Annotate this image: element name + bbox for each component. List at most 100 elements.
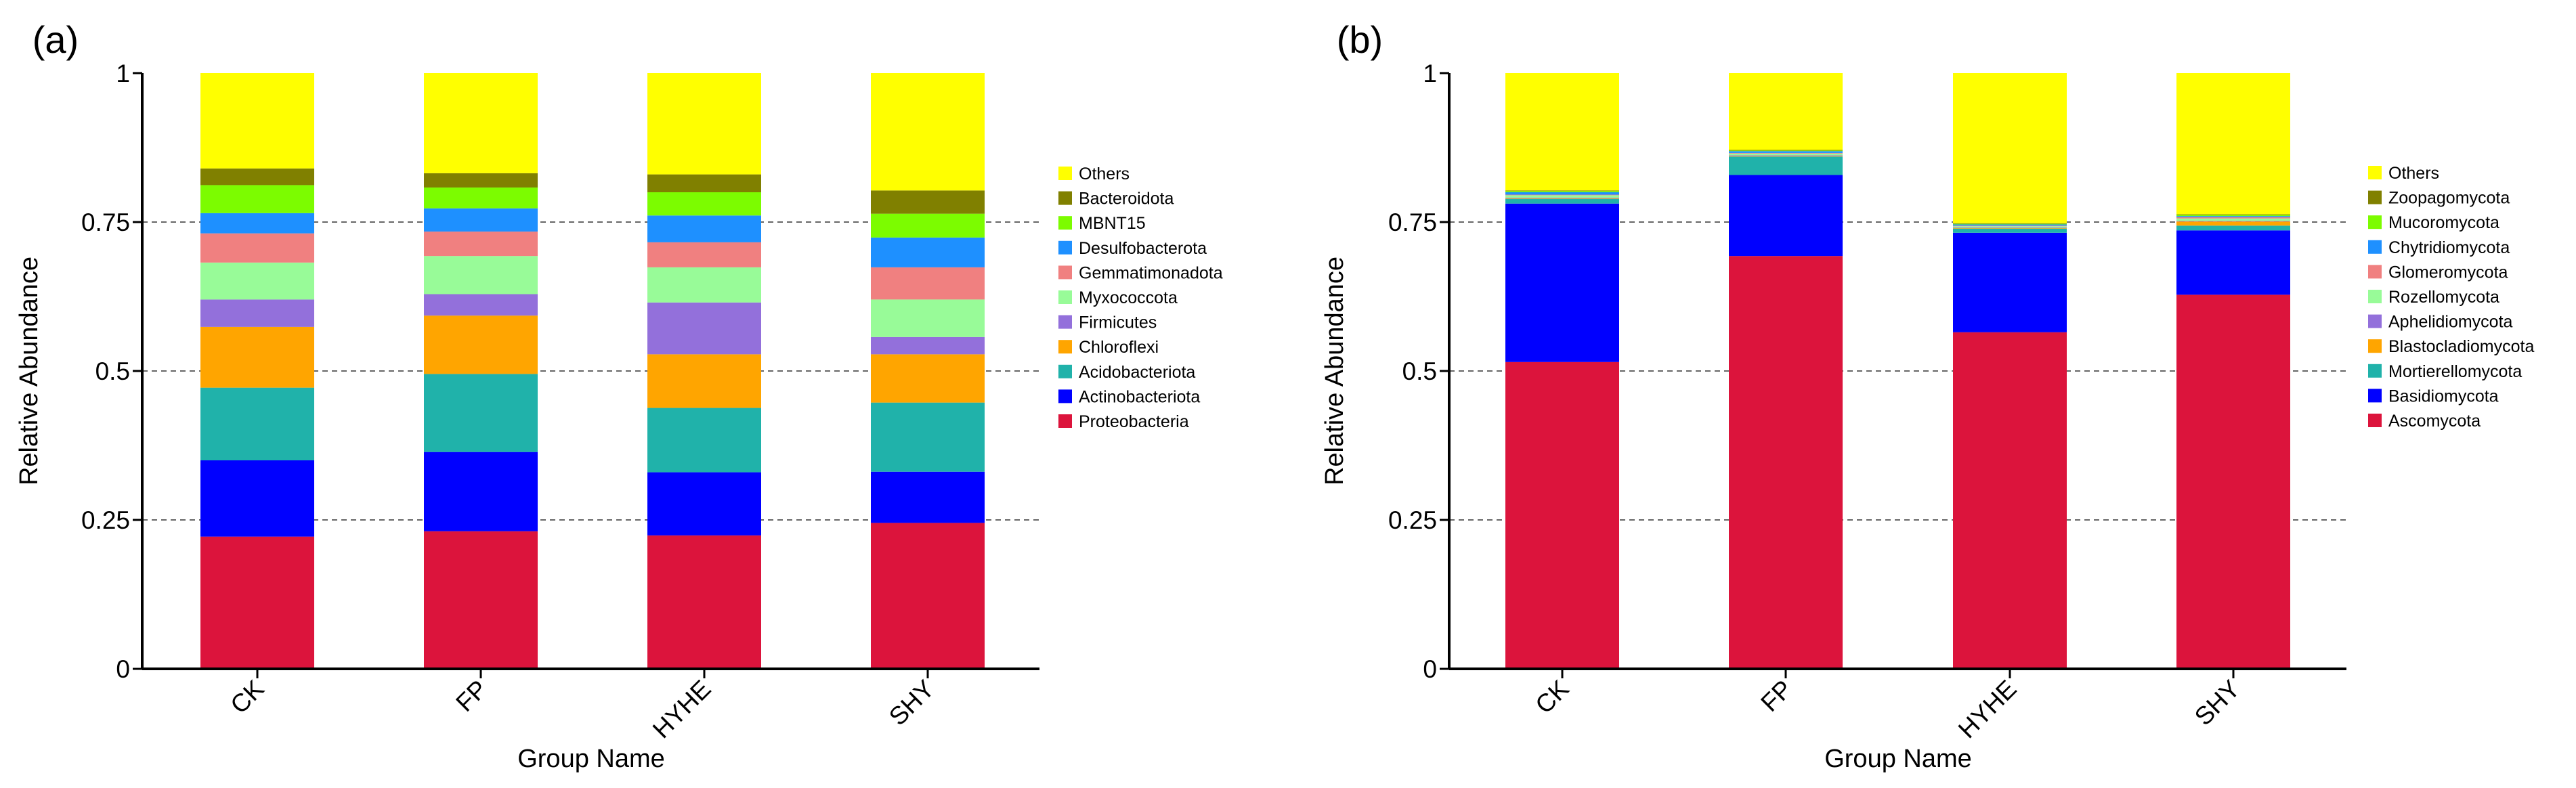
bar-shy-ascomycota [2176, 294, 2290, 669]
legend-swatch-mbnt15 [1058, 216, 1072, 230]
bar-shy-chloroflexi [871, 354, 985, 403]
legend-label-bacteroidota: Bacteroidota [1079, 190, 1174, 209]
legend-swatch-glomeromycota [2368, 265, 2382, 279]
bar-fp-others [1729, 73, 1843, 150]
y-tick-label: 0.25 [1388, 506, 1437, 534]
bar-hyhe-actinobacteriota [647, 472, 761, 535]
y-tick-label: 0.75 [1388, 209, 1437, 236]
legend-swatch-proteobacteria [1058, 414, 1072, 428]
bar-ck-proteobacteria [200, 536, 314, 669]
bar-ck-acidobacteriota [200, 387, 314, 460]
bar-fp-zoopagomycota [1729, 150, 1843, 151]
bar-shy-myxococcota [871, 299, 985, 337]
legend-swatch-mucoromycota [2368, 215, 2382, 229]
panel-label: (a) [33, 18, 79, 61]
bar-shy-rozellomycota [2176, 218, 2290, 221]
bar-shy-blastocladiomycota [2176, 221, 2290, 226]
x-tick-label-ck: CK [1530, 674, 1574, 719]
bar-ck-rozellomycota [1505, 195, 1619, 198]
bar-ck-actinobacteriota [200, 460, 314, 537]
y-tick-label: 0.75 [81, 209, 130, 236]
y-tick-label: 0 [116, 655, 130, 683]
legend-swatch-acidobacteriota [1058, 364, 1072, 378]
bar-ck-gemmatimonadota [200, 233, 314, 263]
bar-shy-gemmatimonadota [871, 267, 985, 300]
bar-fp-bacteroidota [424, 173, 538, 188]
legend-swatch-firmicutes [1058, 315, 1072, 329]
legend-label-actinobacteriota: Actinobacteriota [1079, 387, 1200, 406]
legend-label-zoopagomycota: Zoopagomycota [2388, 189, 2510, 208]
legend-label-others: Others [1079, 165, 1130, 183]
bar-fp-basidiomycota [1729, 175, 1843, 257]
bar-ck-firmicutes [200, 299, 314, 327]
bar-ck-glomeromycota [1505, 194, 1619, 196]
bar-ck-mucoromycota [1505, 191, 1619, 192]
bar-hyhe-chytridiomycota [1953, 224, 2067, 226]
bar-shy-mbnt15 [871, 213, 985, 238]
bar-fp-chytridiomycota [1729, 151, 1843, 153]
bar-hyhe-mbnt15 [647, 192, 761, 216]
bar-shy-actinobacteriota [871, 471, 985, 523]
bar-ck-bacteroidota [200, 168, 314, 185]
bar-hyhe-basidiomycota [1953, 232, 2067, 332]
bar-hyhe-ascomycota [1953, 332, 2067, 669]
bar-fp-mbnt15 [424, 187, 538, 209]
bar-fp-ascomycota [1729, 256, 1843, 669]
x-tick-label-hyhe: HYHE [1953, 675, 2022, 744]
legend-label-ascomycota: Ascomycota [2388, 412, 2481, 431]
legend-label-firmicutes: Firmicutes [1079, 313, 1157, 332]
legend-label-aphelidiomycota: Aphelidiomycota [2388, 313, 2513, 332]
legend-label-desulfobacterota: Desulfobacterota [1079, 239, 1207, 258]
legend-label-chytridiomycota: Chytridiomycota [2388, 238, 2510, 257]
bar-shy-glomeromycota [2176, 217, 2290, 219]
panel-label: (b) [1337, 18, 1383, 61]
bar-hyhe-chloroflexi [647, 354, 761, 408]
bar-hyhe-firmicutes [647, 302, 761, 355]
legend-swatch-others [1058, 167, 1072, 180]
y-tick-label: 0.25 [81, 506, 130, 534]
bar-shy-firmicutes [871, 336, 985, 355]
legend-label-blastocladiomycota: Blastocladiomycota [2388, 337, 2534, 356]
bar-ck-ascomycota [1505, 362, 1619, 669]
bar-shy-acidobacteriota [871, 402, 985, 472]
bar-ck-basidiomycota [1505, 203, 1619, 362]
legend-label-mbnt15: MBNT15 [1079, 214, 1146, 233]
legend-swatch-chloroflexi [1058, 340, 1072, 354]
bar-ck-chloroflexi [200, 326, 314, 388]
bar-hyhe-blastocladiomycota [1953, 227, 2067, 229]
bar-fp-proteobacteria [424, 531, 538, 669]
legend-swatch-gemmatimonadota [1058, 265, 1072, 280]
legend-swatch-desulfobacterota [1058, 240, 1072, 255]
bar-fp-mucoromycota [1729, 150, 1843, 152]
legend-swatch-blastocladiomycota [2368, 339, 2382, 353]
bar-ck-others [200, 73, 314, 169]
y-tick-label: 1 [1423, 60, 1437, 87]
legend-swatch-others [2368, 166, 2382, 179]
bar-fp-rozellomycota [1729, 153, 1843, 156]
legend-swatch-ascomycota [2368, 414, 2382, 427]
legend: Others Bacteroidota MBNT15 Desulfobacterota… [1058, 165, 1223, 431]
y-tick-label: 0.5 [1402, 357, 1437, 385]
legend-swatch-mortierellomycota [2368, 364, 2382, 378]
legend-swatch-aphelidiomycota [2368, 314, 2382, 328]
bar-shy-mucoromycota [2176, 215, 2290, 217]
legend-label-basidiomycota: Basidiomycota [2388, 387, 2499, 406]
x-tick-label-fp: FP [1755, 675, 1797, 717]
bar-fp-gemmatimonadota [424, 232, 538, 257]
bar-fp-firmicutes [424, 294, 538, 316]
bar-shy-others [2176, 73, 2290, 215]
bar-shy-bacteroidota [871, 190, 985, 214]
bar-hyhe-zoopagomycota [1953, 223, 2067, 224]
bar-hyhe-desulfobacterota [647, 215, 761, 242]
bar-hyhe-glomeromycota [1953, 225, 2067, 227]
bar-hyhe-acidobacteriota [647, 408, 761, 473]
legend-label-proteobacteria: Proteobacteria [1079, 412, 1189, 431]
legend-swatch-zoopagomycota [2368, 190, 2382, 204]
x-tick-label-shy: SHY [884, 675, 940, 731]
bar-ck-chytridiomycota [1505, 192, 1619, 195]
bar-shy-basidiomycota [2176, 230, 2290, 295]
panel-a: (a) 0 0.25 0.5 0.75 1 CK FP HYHE SHY Group Name Rel… [15, 18, 1223, 773]
y-tick-label: 1 [116, 60, 130, 87]
legend-label-mucoromycota: Mucoromycota [2388, 213, 2499, 232]
